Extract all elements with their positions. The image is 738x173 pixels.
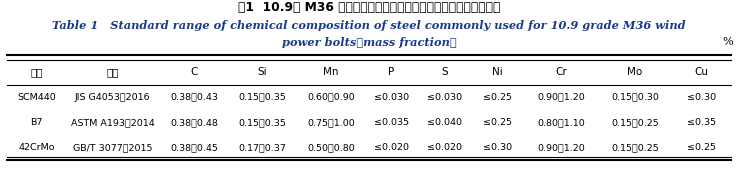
Text: 0.15～0.25: 0.15～0.25 [611,143,659,152]
Text: 0.75～1.00: 0.75～1.00 [307,118,355,127]
Text: ≤0.035: ≤0.035 [374,118,409,127]
Text: C: C [190,67,198,77]
Text: ≤0.030: ≤0.030 [427,93,462,102]
Text: 0.60～0.90: 0.60～0.90 [307,93,355,102]
Text: ≤0.30: ≤0.30 [483,143,512,152]
Text: ≤0.030: ≤0.030 [374,93,409,102]
Text: power bolts（mass fraction）: power bolts（mass fraction） [282,37,456,48]
Text: 表1  10.9级 M36 风电螺栓常用钢的化学成分标准范围（质量分数）: 表1 10.9级 M36 风电螺栓常用钢的化学成分标准范围（质量分数） [238,1,500,14]
Text: ≤0.25: ≤0.25 [687,143,716,152]
Text: 0.15～0.35: 0.15～0.35 [238,93,286,102]
Text: ≤0.25: ≤0.25 [483,93,512,102]
Text: 0.50～0.80: 0.50～0.80 [307,143,355,152]
Text: Si: Si [258,67,267,77]
Text: ≤0.020: ≤0.020 [427,143,462,152]
Text: SCM440: SCM440 [17,93,55,102]
Text: 0.38～0.45: 0.38～0.45 [170,143,218,152]
Text: 0.15～0.30: 0.15～0.30 [611,93,659,102]
Text: B7: B7 [30,118,43,127]
Text: 0.80～1.10: 0.80～1.10 [537,118,585,127]
Text: 0.90～1.20: 0.90～1.20 [537,143,585,152]
Text: Mn: Mn [323,67,339,77]
Text: 0.15～0.25: 0.15～0.25 [611,118,659,127]
Text: ≤0.020: ≤0.020 [374,143,409,152]
Text: 0.15～0.35: 0.15～0.35 [238,118,286,127]
Text: Cr: Cr [555,67,567,77]
Text: JIS G4053－2016: JIS G4053－2016 [75,93,151,102]
Text: 42CrMo: 42CrMo [18,143,55,152]
Text: ≤0.30: ≤0.30 [687,93,716,102]
Text: ≤0.040: ≤0.040 [427,118,462,127]
Text: 0.17～0.37: 0.17～0.37 [238,143,286,152]
Text: Ni: Ni [492,67,503,77]
Text: Mo: Mo [627,67,643,77]
Text: ≤0.25: ≤0.25 [483,118,512,127]
Text: 0.38～0.43: 0.38～0.43 [170,93,218,102]
Text: P: P [388,67,395,77]
Text: Table 1   Standard range of chemical composition of steel commonly used for 10.9: Table 1 Standard range of chemical compo… [52,20,686,31]
Text: ≤0.35: ≤0.35 [687,118,716,127]
Text: 0.90～1.20: 0.90～1.20 [537,93,585,102]
Text: Cu: Cu [694,67,708,77]
Text: GB/T 3077－2015: GB/T 3077－2015 [73,143,153,152]
Text: S: S [441,67,448,77]
Text: ASTM A193－2014: ASTM A193－2014 [71,118,154,127]
Text: 牌号: 牌号 [30,67,43,77]
Text: 标准: 标准 [106,67,119,77]
Text: 0.38～0.48: 0.38～0.48 [170,118,218,127]
Text: %: % [723,37,733,47]
